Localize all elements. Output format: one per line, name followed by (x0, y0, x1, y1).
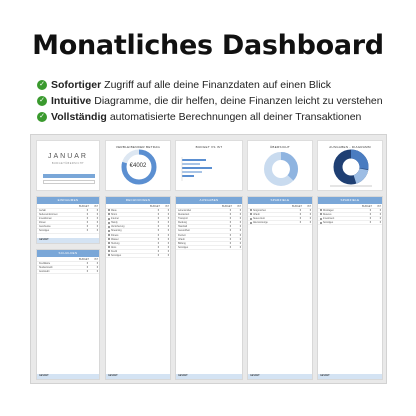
overview-donut (264, 152, 298, 186)
table-row[interactable]: Geschenke € € (37, 226, 99, 230)
table-row[interactable]: Investitionen € € (37, 218, 99, 222)
table-title: RECHNUNGEN (106, 197, 170, 204)
table-title: SCHULDEN (37, 250, 99, 257)
income-table: EINNAHMEN BUDGET IST Gehalt € € Nebeneinkom… (36, 196, 100, 244)
table-row[interactable]: Urlaub € € (176, 238, 242, 242)
table-row[interactable]: Rücklagen € € (318, 209, 382, 214)
table-row[interactable]: Zinsen € € (37, 222, 99, 226)
table-row[interactable]: Neues Auto € € (248, 217, 312, 222)
check-icon: ✓ (37, 112, 47, 122)
table-row[interactable]: Altersvorsorge € € (248, 221, 312, 226)
table-row[interactable]: Haushalt € € (176, 226, 242, 230)
reserves-table: SPARZIELE BUDGET IST Rücklagen € € Reserve €… (317, 196, 383, 380)
table-row[interactable]: Restaurant € € (176, 214, 242, 218)
feature-item: ✓ Sofortiger Zugriff auf alle deine Finanz… (37, 77, 409, 93)
month-subtitle: BUDGETÜBERSICHT (51, 162, 85, 165)
month-card: JANUAR BUDGETÜBERSICHT (36, 140, 100, 191)
spreadsheet-preview: JANUAR BUDGETÜBERSICHT VERBLEIBENDER BET… (30, 134, 387, 384)
table-row[interactable]: Urlaub € € (248, 213, 312, 218)
check-icon: ✓ (37, 80, 47, 90)
table-row[interactable]: Sonstiges € € (176, 246, 242, 250)
check-icon: ✓ (37, 96, 47, 106)
card-title: ÜBERSICHT (269, 145, 291, 149)
table-row[interactable]: Streaming € € (106, 229, 170, 234)
table-row[interactable]: Nebeneinkommen € € (37, 214, 99, 218)
table-row[interactable]: Handy € € (106, 221, 170, 226)
remaining-value: €4002 (129, 163, 147, 169)
table-row[interactable]: Lebensmittel € € (176, 210, 242, 214)
table-row[interactable]: Transport € € (176, 218, 242, 222)
expenses-chart-card: AUSGABEN - DIAGRAMM (317, 140, 383, 191)
month-label: JANUAR (47, 153, 88, 160)
table-row[interactable]: Miete € € (106, 209, 170, 214)
feature-list: ✓ Sofortiger Zugriff auf alle deine Finanz… (37, 77, 409, 125)
year-select[interactable] (43, 180, 95, 184)
table-row[interactable]: Sonstiges € € (37, 230, 99, 234)
remaining-ring (121, 149, 157, 185)
table-row[interactable]: Strom € € (106, 213, 170, 218)
remaining-card: VERBLEIBENDER BETRAG €4002 (105, 140, 171, 191)
table-title: SPARZIELE (248, 197, 312, 204)
budget-card: BUDGET VS IST (175, 140, 243, 191)
card-title: AUSGABEN - DIAGRAMM (329, 145, 371, 149)
table-row[interactable]: Wasser € € (106, 238, 170, 242)
card-title: VERBLEIBENDER BETRAG (115, 145, 161, 149)
budget-bar-chart (181, 157, 212, 181)
expenses-donut (330, 149, 372, 187)
table-row[interactable]: Kreditkarte € € (37, 263, 99, 267)
table-row[interactable]: Notgroschen € € (248, 209, 312, 214)
feature-item: ✓ Vollständig automatisierte Berechnungen … (37, 109, 409, 125)
table-row[interactable]: Kredit € € (106, 250, 170, 255)
table-row[interactable]: Heizung € € (106, 242, 170, 246)
table-row[interactable]: Studienkredit € € (37, 267, 99, 271)
table-row[interactable]: Abos € € (106, 246, 170, 250)
table-row[interactable]: Bildung € € (176, 242, 242, 246)
table-row[interactable]: Internet € € (106, 217, 170, 222)
table-row[interactable]: Versicherung € € (106, 225, 170, 230)
table-row[interactable]: Autokredit € € (37, 271, 99, 275)
feature-item: ✓ Intuitive Diagramme, die dir helfen, dei… (37, 93, 409, 109)
table-row[interactable]: Sonstiges € € (318, 221, 382, 226)
table-row[interactable]: Gehalt € € (37, 210, 99, 214)
month-select[interactable] (43, 174, 95, 178)
table-row[interactable]: Fitness € € (106, 233, 170, 238)
table-row[interactable]: Freizeit € € (176, 234, 242, 238)
bills-table: RECHNUNGEN BUDGET IST Miete € € Strom € € Int… (105, 196, 171, 380)
table-title: EINNAHMEN (37, 197, 99, 204)
table-row[interactable]: Investment € € (318, 217, 382, 222)
overview-card: ÜBERSICHT (247, 140, 313, 191)
page-title: Monatliches Dashboard (32, 30, 384, 61)
table-title: SPARZIELE (318, 197, 382, 204)
table-row[interactable]: Sonstiges € € (106, 254, 170, 259)
debts-table: SCHULDEN BUDGET IST Kreditkarte € € Studien… (36, 249, 100, 380)
table-row[interactable]: Reserve € € (318, 213, 382, 218)
savings-table: SPARZIELE BUDGET IST Notgroschen € € Urlaub… (247, 196, 313, 380)
card-title: BUDGET VS IST (195, 145, 223, 149)
table-title: AUSGABEN (176, 197, 242, 204)
table-row[interactable]: Kleidung € € (176, 222, 242, 226)
table-row[interactable]: Gesundheit € € (176, 230, 242, 234)
expenses-table: AUSGABEN BUDGET IST Lebensmittel € € Restau… (175, 196, 243, 380)
